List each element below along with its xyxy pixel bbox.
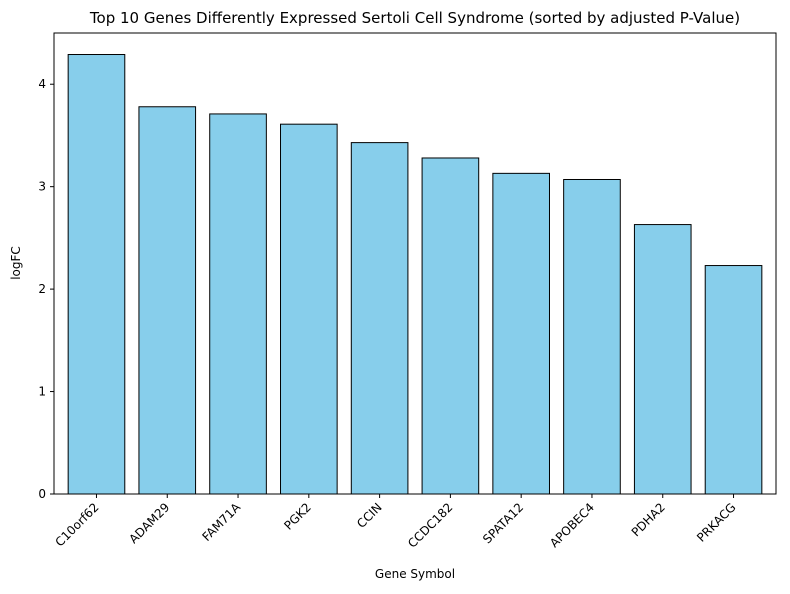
plot-area-frame xyxy=(53,32,777,495)
bar-adam29 xyxy=(138,106,197,495)
y-axis-ticks: 0 1 2 3 4 xyxy=(38,77,54,501)
x-tick-label: APOBEC4 xyxy=(547,500,597,550)
x-tick-label: PRKACG xyxy=(694,500,738,544)
x-tick-label: CCIN xyxy=(354,500,385,531)
bar-spata12 xyxy=(492,172,550,495)
y-tick-label: 0 xyxy=(38,487,46,501)
x-tick-label: FAM71A xyxy=(199,500,243,544)
x-tick-label: CCDC182 xyxy=(405,500,455,550)
x-tick-label: SPATA12 xyxy=(480,500,526,546)
y-tick-label: 1 xyxy=(38,385,46,399)
x-tick-label: PGK2 xyxy=(281,500,314,533)
bar-prkacg xyxy=(704,265,763,495)
x-tick-label: ADAM29 xyxy=(126,500,172,546)
bars-layer xyxy=(67,54,763,495)
chart-title: Top 10 Genes Differently Expressed Serto… xyxy=(89,9,740,27)
x-tick-label: PDHA2 xyxy=(629,500,668,539)
bar-apobec4 xyxy=(563,178,621,495)
y-axis-label: logFC xyxy=(9,246,23,280)
bar-pgk2 xyxy=(280,123,338,495)
bar-ccin xyxy=(350,142,409,495)
bar-ccdc182 xyxy=(421,157,480,495)
x-tick-label: C10orf62 xyxy=(53,500,102,549)
y-tick-label: 3 xyxy=(38,180,46,194)
x-axis-ticks: C10orf62 ADAM29 FAM71A PGK2 CCIN CCDC182 SPATA… xyxy=(53,494,739,551)
y-tick-label: 4 xyxy=(38,77,46,91)
bar-pdha2 xyxy=(633,224,692,495)
bar-c10orf62 xyxy=(67,54,126,495)
y-tick-label: 2 xyxy=(38,282,46,296)
bar-fam71a xyxy=(209,113,267,495)
x-axis-label: Gene Symbol xyxy=(375,567,455,581)
